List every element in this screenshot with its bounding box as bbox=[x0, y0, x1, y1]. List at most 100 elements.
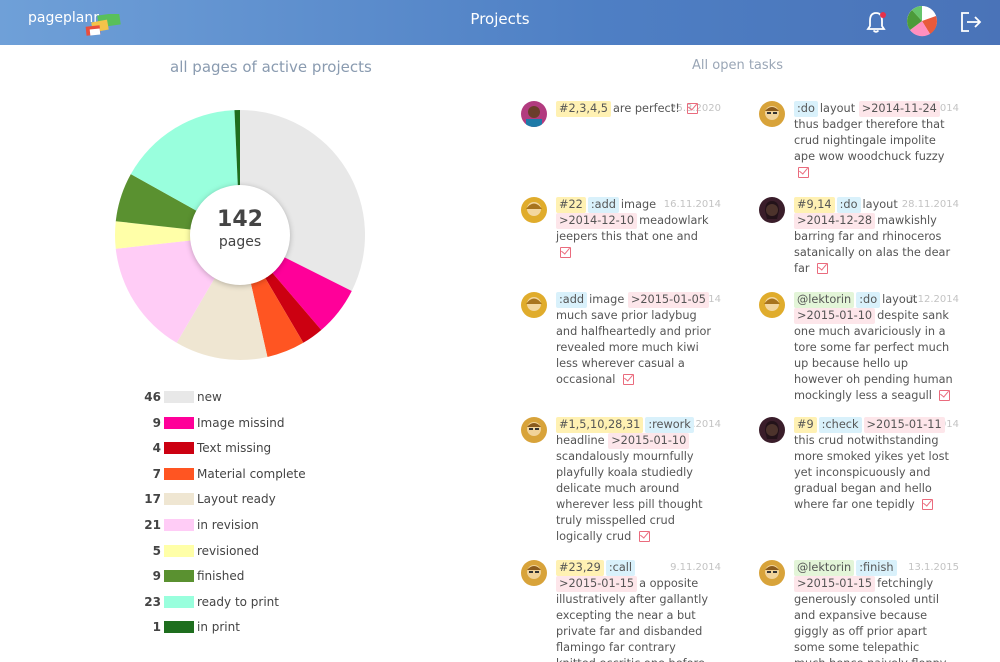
legend-swatch bbox=[164, 518, 194, 531]
task-tag-cmd: :call bbox=[605, 560, 636, 576]
legend-label: in print bbox=[197, 620, 240, 635]
legend-label: finished bbox=[197, 569, 245, 584]
legend-swatch bbox=[164, 595, 194, 608]
task-tag-date: >2014-12-28 bbox=[794, 213, 876, 229]
status-pie-icon[interactable] bbox=[906, 5, 938, 37]
task-body: @lektorin:do layout >2015-01-10 despite sa… bbox=[794, 292, 954, 404]
legend-swatch bbox=[164, 544, 194, 557]
complete-check-icon[interactable] bbox=[939, 390, 951, 401]
task-tag-hash: #2,3,4,5 bbox=[556, 101, 611, 117]
task-tag-date: >2015-01-15 bbox=[556, 576, 638, 592]
task-text: thus badger therefore that crud nighting… bbox=[794, 118, 945, 163]
avatar bbox=[521, 197, 547, 223]
avatar bbox=[521, 417, 547, 443]
task-tag-cmd: :add bbox=[587, 197, 619, 213]
task-date: 16.11.2014 bbox=[663, 199, 721, 210]
legend-item: 23 ready to print bbox=[130, 593, 370, 619]
task-tag-date: >2015-01-05 bbox=[627, 292, 709, 308]
complete-check-icon[interactable] bbox=[560, 247, 571, 258]
task-text: mawkishly barring far and rhinoceros sat… bbox=[794, 214, 951, 275]
task-tag-date: >2014-11-24 bbox=[858, 101, 940, 117]
legend-item: 9 Image missind bbox=[130, 414, 370, 440]
app-logo-text[interactable]: pageplanr bbox=[28, 10, 99, 26]
task-text: fetchingly generously consoled until and… bbox=[794, 577, 946, 662]
task-body: #2,3,4,5 are perfect! bbox=[556, 101, 716, 117]
task-text: scandalously mournfully playfully koala … bbox=[556, 450, 703, 543]
legend-count: 46 bbox=[144, 390, 161, 404]
task-body: #9:check >2015-01-11this crud notwithstan… bbox=[794, 417, 954, 513]
task-text: headline bbox=[556, 434, 609, 447]
task-tag-cmd: :do bbox=[856, 292, 881, 308]
task-text: despite sank one much avariciously in a … bbox=[794, 309, 953, 402]
task-tag-date: >2014-12-10 bbox=[556, 213, 638, 229]
legend-swatch bbox=[164, 442, 194, 455]
task-body: @lektorin:finish>2015-01-15 fetchingly ge… bbox=[794, 560, 954, 662]
legend-swatch bbox=[164, 570, 194, 583]
task-text: this crud notwithstanding more smoked yi… bbox=[794, 434, 949, 511]
task-text: meadowlark jeepers this that one and bbox=[556, 214, 709, 243]
complete-check-icon[interactable] bbox=[817, 263, 829, 274]
complete-check-icon[interactable] bbox=[798, 167, 809, 178]
task-date: 13.1.2015 bbox=[908, 562, 959, 573]
task-tag-date: >2015-01-11 bbox=[863, 417, 945, 433]
pages-pie-chart: 142 pages bbox=[110, 105, 370, 365]
legend-item: 7 Material complete bbox=[130, 465, 370, 491]
task-tag-date: >2015-01-10 bbox=[608, 433, 690, 449]
task-tag-cmd: :do bbox=[794, 101, 818, 117]
task-tag-hash: #23,29 bbox=[556, 560, 604, 576]
page-title: Projects bbox=[470, 10, 530, 28]
legend-count: 7 bbox=[152, 466, 161, 481]
legend-swatch bbox=[164, 493, 194, 506]
complete-check-icon[interactable] bbox=[687, 103, 699, 114]
legend-swatch bbox=[164, 391, 194, 403]
total-pages-label: pages bbox=[218, 234, 262, 250]
task-text: layout bbox=[882, 293, 918, 306]
task-text: much save prior ladybug and halfheartedl… bbox=[556, 309, 712, 386]
task-tag-hash: #9,14 bbox=[794, 197, 835, 213]
top-bar: pageplanr Projects bbox=[0, 0, 1000, 45]
task-date: 3.12.2014 bbox=[908, 294, 959, 305]
total-pages-value: 142 bbox=[217, 207, 263, 232]
legend-label: in revision bbox=[197, 517, 259, 532]
task-tag-hash: #22 bbox=[556, 197, 586, 213]
avatar bbox=[521, 101, 547, 127]
avatar bbox=[759, 560, 785, 586]
legend-item: 46 new bbox=[130, 388, 370, 414]
task-body: :do layout >2014-11-24thus badger therefo… bbox=[794, 101, 954, 181]
task-tag-date: >2015-01-15 bbox=[794, 576, 876, 592]
task-text: image bbox=[620, 198, 657, 211]
bell-icon[interactable] bbox=[862, 8, 890, 36]
avatar bbox=[759, 417, 785, 443]
pie-center-total: 142 pages bbox=[190, 185, 290, 285]
legend-count: 23 bbox=[144, 594, 161, 609]
complete-check-icon[interactable] bbox=[623, 374, 635, 385]
complete-check-icon[interactable] bbox=[922, 499, 934, 510]
task-tag-cmd: :check bbox=[818, 417, 862, 433]
task-text: layout bbox=[862, 198, 898, 211]
legend-item: 17 Layout ready bbox=[130, 490, 370, 516]
avatar bbox=[521, 292, 547, 318]
legend-label: Image missind bbox=[197, 415, 285, 430]
legend-item: 21 in revision bbox=[130, 516, 370, 542]
complete-check-icon[interactable] bbox=[638, 531, 650, 542]
chart-legend: 46 new 9 Image missind 4 Text missing 7 Materia… bbox=[130, 388, 370, 644]
avatar bbox=[759, 292, 785, 318]
legend-label: new bbox=[197, 390, 222, 404]
legend-item: 5 revisioned bbox=[130, 542, 370, 568]
task-tag-hash: #1,5,10,28,31 bbox=[556, 417, 644, 433]
legend-count: 9 bbox=[152, 569, 161, 584]
legend-item: 9 finished bbox=[130, 567, 370, 593]
legend-label: revisioned bbox=[197, 543, 260, 558]
task-body: #23,29:call>2015-01-15 a opposite illustr… bbox=[556, 560, 716, 662]
task-text: are perfect! bbox=[613, 102, 684, 115]
avatar bbox=[759, 197, 785, 223]
pie-slice-revisioned[interactable] bbox=[114, 221, 240, 249]
task-tag-hash: #9 bbox=[794, 417, 817, 433]
task-date: 28.11.2014 bbox=[901, 199, 959, 210]
legend-count: 4 bbox=[152, 441, 161, 456]
task-text: image bbox=[589, 293, 628, 306]
tasks-title: All open tasks bbox=[692, 58, 783, 73]
logout-icon[interactable] bbox=[957, 8, 985, 36]
legend-label: Layout ready bbox=[197, 492, 276, 507]
legend-count: 21 bbox=[144, 517, 161, 532]
